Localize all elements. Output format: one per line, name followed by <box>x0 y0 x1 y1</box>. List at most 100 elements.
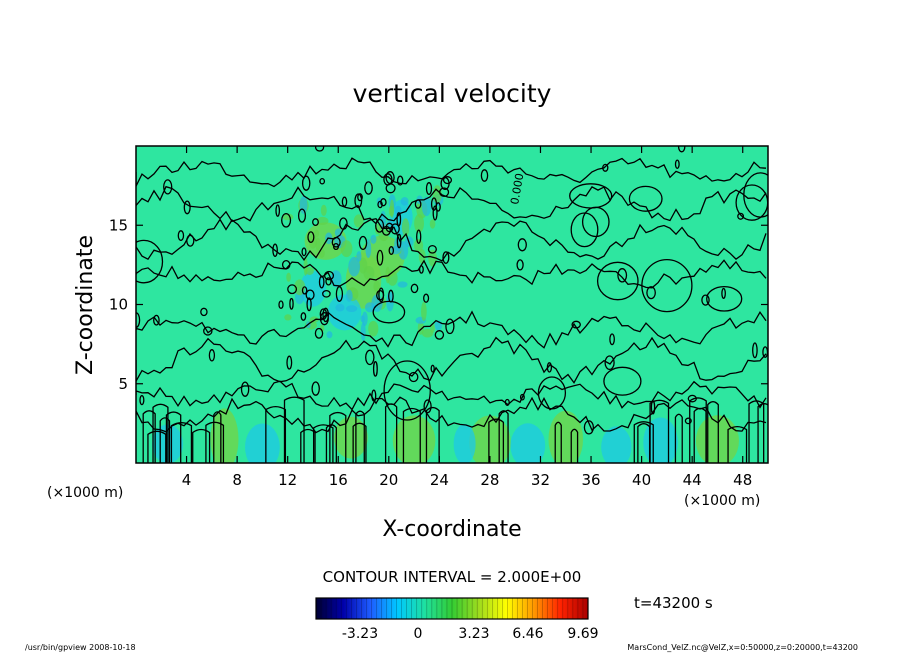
velocity-field <box>136 146 768 463</box>
contour-loop <box>312 218 319 227</box>
colorbar-tick-label: 3.23 <box>458 626 489 642</box>
updraft-region <box>392 415 436 463</box>
turbulent-cell <box>368 320 379 337</box>
turbulent-cell <box>388 205 394 217</box>
contour-loop <box>569 183 613 209</box>
downdraft-region <box>245 423 280 463</box>
contour-line <box>136 217 767 262</box>
contour-loop <box>517 238 527 252</box>
contour-loop <box>396 233 402 249</box>
contour-line <box>748 400 765 463</box>
downdraft-region <box>601 426 632 463</box>
contour-loop <box>519 393 525 401</box>
contour-line <box>147 430 167 463</box>
x-tick-label: 32 <box>531 471 550 489</box>
contour-loop <box>628 185 663 212</box>
turbulent-cell <box>335 303 345 312</box>
x-tick-label: 8 <box>232 471 242 489</box>
contour-loop <box>385 222 394 233</box>
contour-line <box>136 185 767 225</box>
x-tick-label: 44 <box>683 471 702 489</box>
x-tick-label: 20 <box>379 471 398 489</box>
contour-loop <box>281 212 292 228</box>
contour-loop <box>442 176 453 185</box>
turbulent-cell <box>414 238 424 253</box>
contour-line <box>136 259 767 289</box>
colorbar: -3.23 0 3.23 6.46 9.69 <box>315 597 599 642</box>
turbulent-cell <box>319 324 325 333</box>
turbulent-cell <box>284 314 292 321</box>
contour-loop <box>480 169 489 182</box>
x-unit-right: (×1000 m) <box>684 493 760 509</box>
contour-loop <box>358 235 368 250</box>
contour-line <box>192 428 211 463</box>
x-tick-label: 48 <box>733 471 752 489</box>
x-tick-label: 28 <box>480 471 499 489</box>
turbulent-cell <box>360 322 366 341</box>
contour-loop <box>410 283 419 294</box>
contour-line <box>355 410 365 463</box>
contour-loop <box>335 286 344 302</box>
y-tick-label: 10 <box>109 296 128 314</box>
contour-loop <box>331 236 341 248</box>
contour-loop <box>414 199 422 209</box>
contour-loop <box>278 300 284 310</box>
contour-loop <box>583 420 595 435</box>
chart-title: vertical velocity <box>353 79 552 108</box>
contour-loop <box>339 217 348 230</box>
contour-loop <box>203 326 213 336</box>
contour-label: 0.000 <box>508 172 526 205</box>
contour-line <box>159 417 171 463</box>
contour-loop <box>390 223 400 235</box>
updraft-region <box>548 410 584 463</box>
contour-loop <box>570 212 599 248</box>
contour-loop <box>617 268 628 283</box>
contour-loop <box>375 218 385 233</box>
contour-loop <box>136 239 164 284</box>
contour-loop <box>646 286 656 300</box>
turbulent-cell <box>429 219 436 229</box>
downdraft-region <box>510 423 546 463</box>
turbulent-cell <box>428 249 437 267</box>
contour-loop <box>287 284 298 295</box>
contour-line <box>283 396 305 463</box>
contour-loop <box>314 146 325 152</box>
contour-loop <box>364 181 373 195</box>
contour-loop <box>674 159 680 169</box>
contour-loop <box>200 307 208 317</box>
turbulent-cell <box>400 196 409 206</box>
contour-line <box>425 406 440 463</box>
footer-right: MarsCond_VelZ.nc@VelZ,x=0:50000,z=0:2000… <box>627 643 858 652</box>
contour-loop <box>516 259 524 271</box>
colorbar-frame <box>315 597 589 620</box>
contour-loop <box>388 246 395 255</box>
contour-line <box>205 421 225 463</box>
contour-loop <box>281 259 291 270</box>
turbulent-cell <box>421 328 434 338</box>
contour-line <box>300 428 316 463</box>
contour-line <box>165 411 182 463</box>
turbulent-cell <box>313 229 320 238</box>
contour-loop <box>737 212 745 220</box>
x-tick-label: 4 <box>182 471 192 489</box>
contour-loop <box>602 163 609 172</box>
contour-line <box>633 421 654 463</box>
contour-loop <box>596 261 639 301</box>
contour-loop <box>372 361 378 377</box>
contour-loop <box>442 251 450 264</box>
contour-loop <box>341 196 348 207</box>
contour-loop <box>186 234 195 247</box>
contour-line <box>142 410 156 463</box>
contour-loop <box>743 172 768 218</box>
x-tick-label: 12 <box>278 471 297 489</box>
contour-loop <box>301 286 308 295</box>
contour-loop <box>323 270 335 281</box>
time-label: t=43200 s <box>634 594 713 612</box>
contour-line <box>136 336 767 384</box>
contour-line <box>693 407 707 463</box>
downdraft-region <box>327 294 362 331</box>
contour-loop <box>311 381 320 396</box>
contour-loop <box>546 362 553 373</box>
contour-line <box>136 157 767 188</box>
